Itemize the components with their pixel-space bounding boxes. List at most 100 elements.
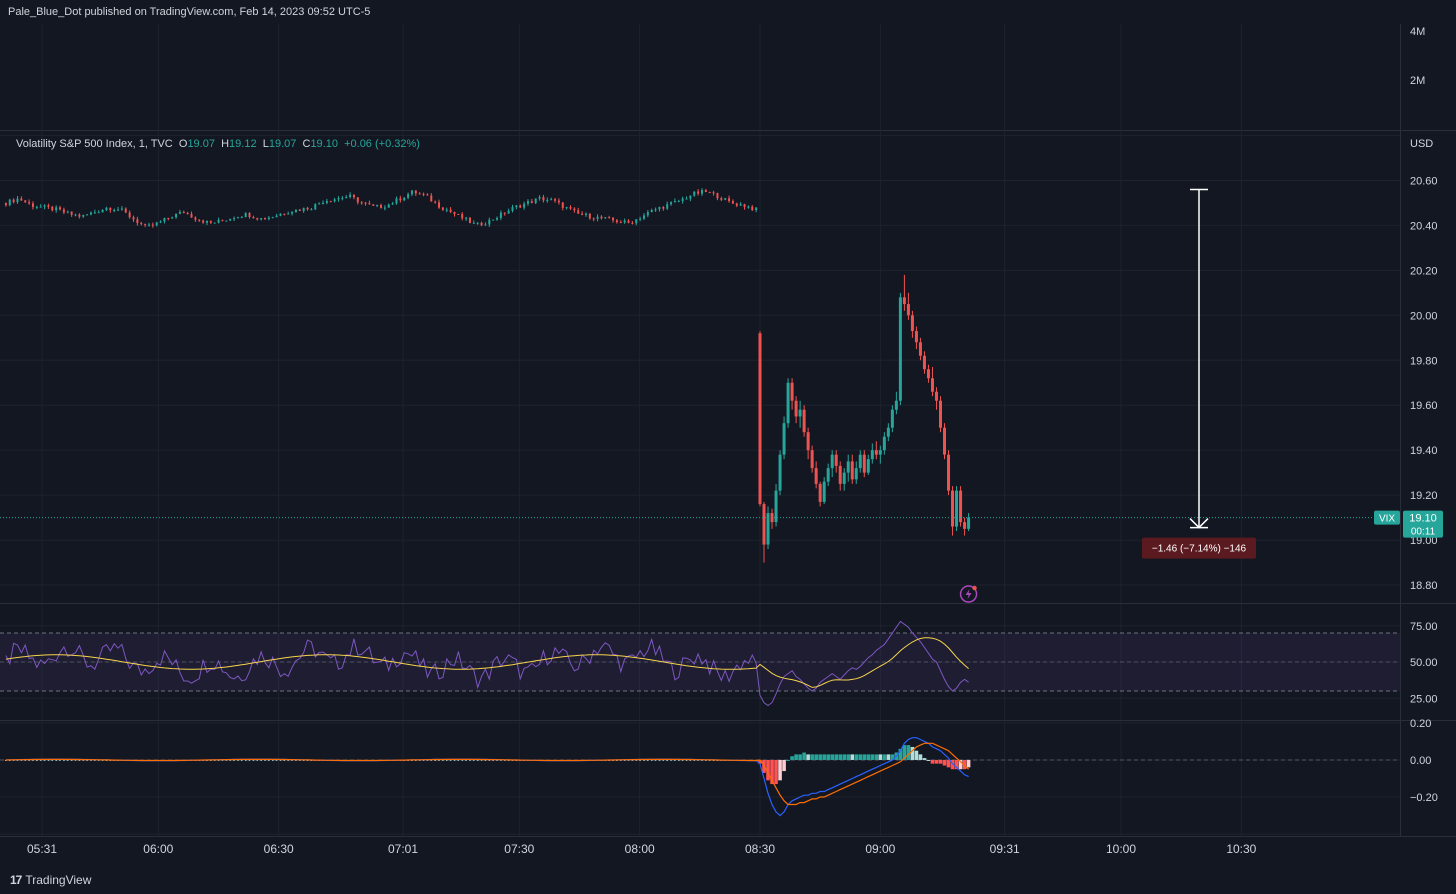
macd-histogram-bar-08:53 [850, 754, 855, 760]
macd-histogram-bar-08:33 [770, 759, 774, 785]
footer-logo[interactable]: 17 TradingView [10, 866, 91, 894]
premarket-histogram-bar [275, 759, 278, 761]
candle-body-08:31 [762, 504, 766, 545]
premarket-histogram-bar [221, 759, 224, 761]
premarket-candle-body [615, 220, 618, 223]
premarket-candle-body [345, 196, 348, 199]
premarket-candle-body [627, 220, 630, 223]
premarket-candle-body [244, 213, 247, 218]
premarket-histogram-bar [619, 759, 622, 761]
premarket-histogram-bar [430, 759, 433, 761]
candle-body-08:51 [842, 472, 846, 484]
premarket-candle-body [391, 203, 394, 205]
macd-histogram-bar-08:58 [870, 754, 875, 760]
time-axis-label-07:01: 07:01 [388, 842, 418, 856]
premarket-candle-body [271, 217, 274, 219]
premarket-candle-body [496, 218, 499, 220]
premarket-histogram-bar [51, 759, 54, 761]
premarket-histogram-bar [90, 759, 92, 761]
premarket-candle-body [631, 222, 634, 224]
candle-body-09:15 [938, 400, 942, 428]
premarket-histogram-bar [244, 759, 247, 761]
premarket-histogram-bar [287, 759, 290, 761]
premarket-candle-body [557, 200, 560, 203]
rsi-lines [5, 620, 969, 707]
premarket-candle-body [159, 221, 162, 223]
premarket-candle-body [124, 208, 127, 213]
premarket-candle-body [387, 204, 390, 208]
measure-tool[interactable]: −1.46 (−7.14%) −146 [1142, 188, 1256, 559]
premarket-candle-body [708, 192, 711, 194]
premarket-candle-body [248, 213, 251, 218]
premarket-histogram-bar [12, 759, 15, 761]
premarket-candle-body [62, 209, 65, 213]
premarket-candle-body [697, 191, 700, 194]
premarket-histogram-bar [299, 759, 301, 761]
premarket-candle-body [113, 210, 116, 212]
premarket-histogram-bar [681, 759, 684, 761]
candle-body-08:43 [810, 450, 814, 469]
premarket-histogram-bar [418, 759, 421, 761]
macd-histogram-bar-08:56 [862, 754, 867, 760]
premarket-histogram-bar [229, 759, 231, 761]
premarket-histogram-bar [240, 759, 243, 761]
badge-symbol: VIX [1379, 514, 1395, 525]
premarket-candle-body [97, 212, 100, 214]
macd-histogram-bar-08:35 [778, 759, 782, 781]
macd-axis-label-0.00: 0.00 [1410, 755, 1431, 767]
premarket-candle-body [468, 217, 471, 224]
premarket-candle-body [414, 190, 417, 194]
candle-body-08:38 [790, 382, 794, 401]
premarket-histogram-bar [82, 759, 85, 761]
trading-chart[interactable]: −1.46 (−7.14%) −146 4M 2M USD 18.80 19.00 19.… [0, 24, 1456, 866]
premarket-candle-body [66, 211, 69, 213]
premarket-histogram-bar [496, 759, 498, 761]
premarket-candle-body [441, 207, 444, 210]
premarket-candle-body [240, 217, 243, 219]
premarket-histogram-bar [426, 759, 429, 761]
premarket-candle-body [654, 209, 657, 211]
premarket-histogram-bar [86, 759, 88, 761]
macd-histogram-bar-08:38 [790, 756, 794, 760]
premarket-histogram-bar [233, 759, 235, 761]
premarket-histogram-bar [476, 759, 479, 761]
premarket-histogram-bar [97, 759, 100, 761]
time-axis-label-10:30: 10:30 [1226, 842, 1256, 856]
premarket-candle-body [569, 207, 572, 209]
premarket-candle-body [229, 218, 232, 221]
premarket-candle-body [395, 198, 398, 204]
premarket-candle-body [291, 212, 294, 214]
premarket-histogram-bar [438, 759, 440, 761]
macd-histogram-bar-09:14 [934, 759, 939, 764]
premarket-candle-body [376, 205, 379, 207]
lightning-alert-icon[interactable] [959, 585, 978, 603]
premarket-candle-body [426, 194, 429, 196]
premarket-histogram-bar [697, 759, 699, 761]
macd-histogram-bar-08:42 [806, 754, 810, 760]
premarket-candle-body [554, 199, 557, 201]
premarket-candle-body [294, 209, 297, 213]
premarket-candle-body [325, 201, 328, 203]
macd-histogram-bar-09:15 [938, 759, 943, 764]
premarket-histogram-bar [658, 759, 661, 761]
premarket-histogram-bar [66, 759, 69, 761]
premarket-candle-body [86, 214, 89, 216]
macd-histogram-bar-09:02 [886, 754, 891, 760]
chart-legend[interactable]: Volatility S&P 500 Index, 1, TVC O19.07 … [16, 138, 420, 150]
premarket-candles [4, 188, 758, 228]
time-axis[interactable]: 05:31 06:00 06:30 07:01 07:30 08:00 08:30 09:00… [27, 842, 1257, 856]
premarket-candle-body [565, 207, 568, 209]
candle-body-09:19 [955, 490, 959, 527]
price-axis[interactable]: 4M 2M USD 18.80 19.00 19.20 19.40 19.60 19.80 20.… [1410, 26, 1438, 804]
candle-body-08:39 [794, 400, 798, 417]
premarket-candle-body [51, 206, 54, 211]
candle-body-09:18 [951, 490, 955, 527]
premarket-histogram-bar [643, 759, 645, 761]
premarket-candle-body [283, 213, 286, 215]
premarket-histogram-bar [28, 759, 30, 761]
premarket-candle-body [735, 203, 738, 206]
premarket-candle-body [534, 198, 537, 203]
premarket-candle-body [604, 217, 607, 219]
premarket-histogram-bar [666, 759, 668, 761]
volume-axis-label-4M: 4M [1410, 26, 1425, 38]
